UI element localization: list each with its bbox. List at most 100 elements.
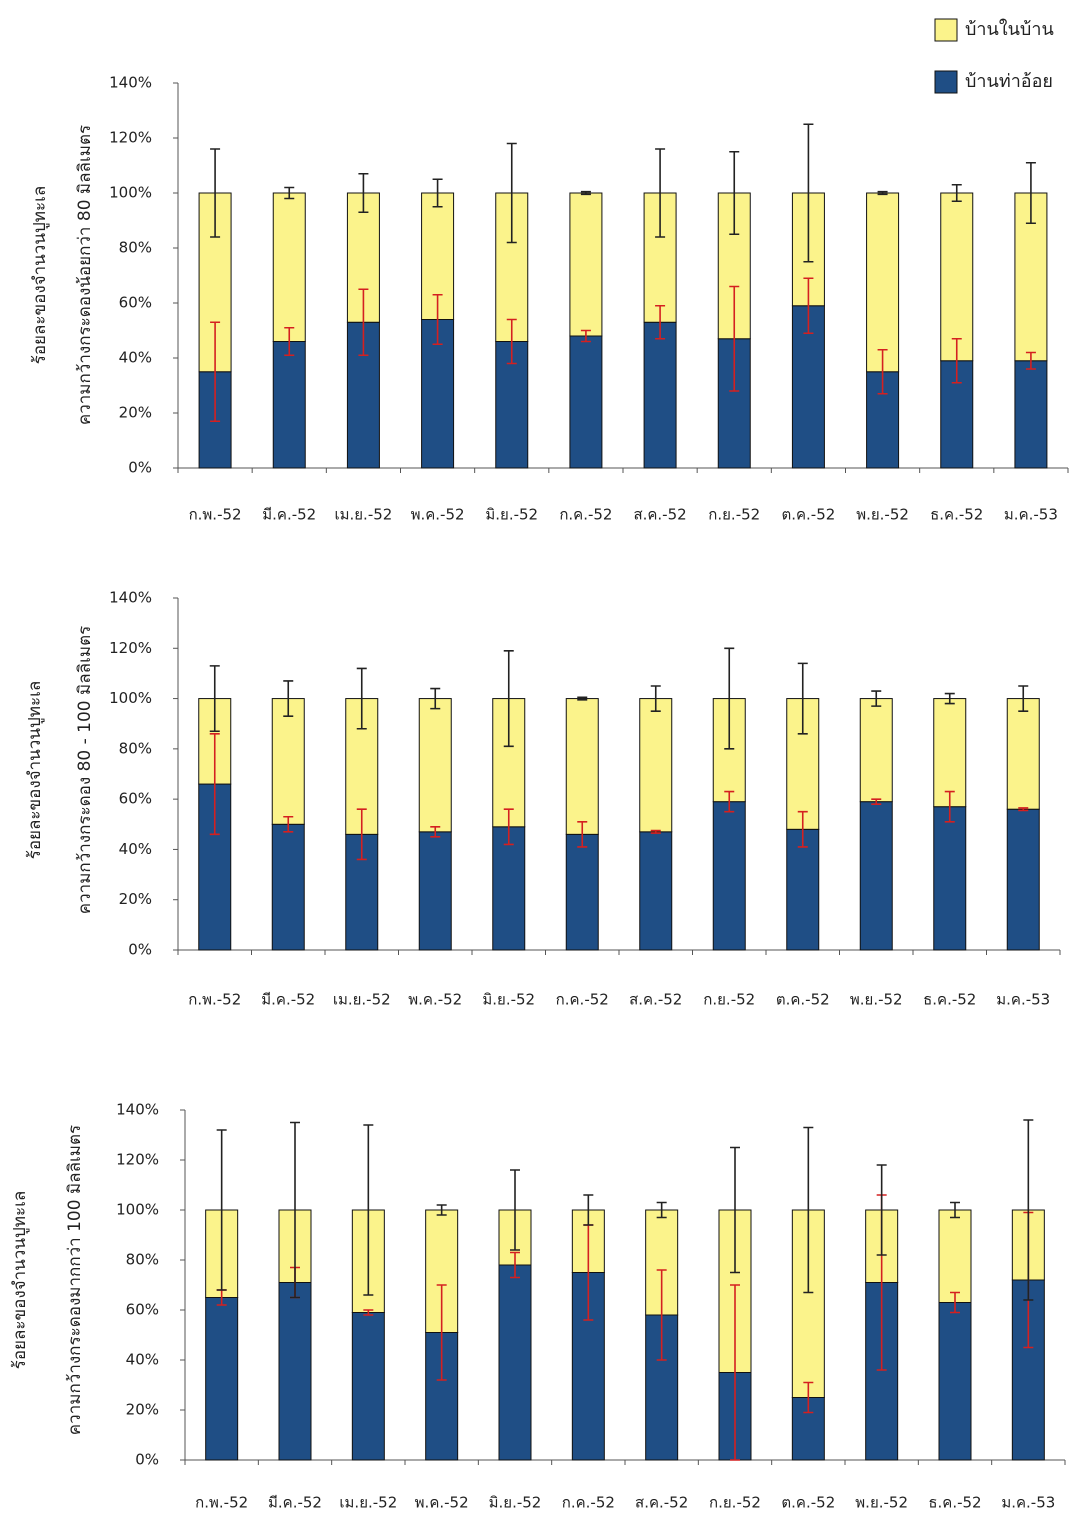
error-bar — [797, 662, 808, 735]
error-bar — [730, 1284, 740, 1461]
error-bar — [724, 647, 735, 750]
error-bar — [877, 348, 888, 395]
bar-segment — [278, 1282, 312, 1461]
x-tick-label: ก.ค.-52 — [556, 991, 609, 1009]
x-tick-label: พ.ค.-52 — [415, 1494, 469, 1512]
error-bar — [871, 798, 882, 805]
bar-segment — [271, 823, 305, 951]
error-bar — [580, 329, 591, 343]
bar-segment — [565, 833, 599, 951]
bar-segment — [205, 1297, 239, 1461]
error-bar — [577, 820, 588, 848]
x-tick-label: มี.ค.-52 — [268, 1494, 322, 1512]
y-tick-label: 0% — [135, 1451, 159, 1469]
legend-swatch — [934, 70, 958, 94]
x-tick-label: ต.ค.-52 — [782, 506, 836, 524]
x-tick-label: ส.ค.-52 — [633, 506, 686, 524]
error-bar — [430, 687, 441, 710]
error-bar — [803, 1381, 814, 1414]
y-tick-label: 120% — [109, 639, 152, 657]
error-bar — [656, 1201, 667, 1219]
error-bar — [583, 1194, 594, 1226]
x-tick-label: ต.ค.-52 — [781, 1494, 835, 1512]
bar-segment — [1006, 698, 1040, 810]
error-bar — [729, 150, 740, 236]
x-tick-label: ธ.ค.-52 — [928, 1494, 981, 1512]
error-bar — [1023, 1119, 1034, 1301]
x-tick-label: ก.ย.-52 — [703, 991, 755, 1009]
error-bar — [950, 1201, 960, 1219]
x-tick-label: พ.ย.-52 — [856, 506, 909, 524]
error-bar — [510, 1169, 520, 1251]
y-tick-label: 0% — [128, 941, 152, 959]
error-bar — [209, 665, 220, 733]
error-bar — [1025, 161, 1036, 225]
error-bar — [210, 321, 221, 423]
error-bar — [290, 1121, 300, 1299]
y-tick-label: 140% — [116, 1101, 159, 1119]
y-axis-title: ร้อยละของจำนวนปูทะเล — [30, 186, 50, 365]
bar-segment — [1006, 808, 1040, 951]
bar-segment — [351, 1312, 385, 1461]
bar-segment — [938, 1302, 972, 1461]
x-tick-label: ธ.ค.-52 — [930, 506, 983, 524]
y-tick-label: 20% — [126, 1401, 159, 1419]
y-tick-label: 120% — [109, 129, 152, 147]
error-bar — [283, 815, 294, 833]
error-bar — [1025, 351, 1036, 370]
x-tick-label: ก.ย.-52 — [708, 506, 760, 524]
error-bar — [580, 190, 591, 196]
y-tick-label: 140% — [109, 589, 152, 607]
x-tick-label: พ.ค.-52 — [411, 506, 465, 524]
y-tick-label: 100% — [109, 689, 152, 707]
y-tick-label: 120% — [116, 1151, 159, 1169]
error-bar — [876, 1164, 887, 1256]
x-tick-label: ก.ค.-52 — [562, 1494, 615, 1512]
error-bar — [724, 790, 735, 813]
bar-segment — [565, 698, 599, 835]
error-bar — [1018, 807, 1029, 812]
error-bar — [210, 148, 221, 238]
x-tick-label: ธ.ค.-52 — [923, 991, 976, 1009]
error-bar — [358, 172, 369, 214]
bar-segment — [639, 698, 673, 833]
error-bar — [650, 829, 661, 834]
y-tick-label: 40% — [119, 349, 152, 367]
error-bar — [656, 1269, 667, 1361]
error-bar — [432, 178, 443, 208]
error-bar — [436, 1204, 447, 1216]
legend-label: บ้านในบ้าน — [965, 18, 1054, 40]
bar-segment — [498, 1264, 532, 1461]
y-axis-title: ความกว้างกระดอง 80 - 100 มิลลิเมตร — [75, 626, 95, 915]
error-bar — [284, 186, 295, 200]
x-tick-label: พ.ย.-52 — [850, 991, 903, 1009]
x-tick-label: ม.ค.-53 — [1004, 506, 1058, 524]
error-bar — [950, 1291, 960, 1314]
y-tick-label: 80% — [119, 239, 152, 257]
error-bar — [650, 685, 661, 712]
bar-segment — [418, 698, 452, 833]
bar-segment — [712, 801, 746, 951]
bar-segment — [938, 1209, 972, 1303]
error-bar — [803, 1126, 814, 1294]
error-bar — [358, 288, 369, 357]
error-bar — [216, 1129, 227, 1291]
error-bar — [951, 337, 962, 384]
x-tick-label: ก.พ.-52 — [189, 506, 242, 524]
y-axis-title: ร้อยละของจำนวนปูทะเล — [25, 681, 45, 860]
error-bar — [871, 690, 882, 707]
x-tick-label: ก.ค.-52 — [559, 506, 612, 524]
x-tick-label: มิ.ย.-52 — [485, 506, 538, 524]
x-tick-label: พ.ย.-52 — [855, 1494, 908, 1512]
bar-segment — [933, 698, 967, 808]
error-bar — [363, 1309, 374, 1316]
error-bar — [797, 810, 808, 848]
y-axis-title: ความกว้างกระดองมากกว่า 100 มิลลิเมตร — [65, 1125, 85, 1435]
bar-segment — [569, 192, 603, 337]
error-bar — [209, 732, 220, 836]
error-bar — [655, 148, 666, 238]
error-bar — [503, 808, 514, 846]
x-tick-label: มี.ค.-52 — [262, 506, 316, 524]
x-tick-label: ต.ค.-52 — [776, 991, 830, 1009]
x-tick-label: ก.พ.-52 — [188, 991, 241, 1009]
